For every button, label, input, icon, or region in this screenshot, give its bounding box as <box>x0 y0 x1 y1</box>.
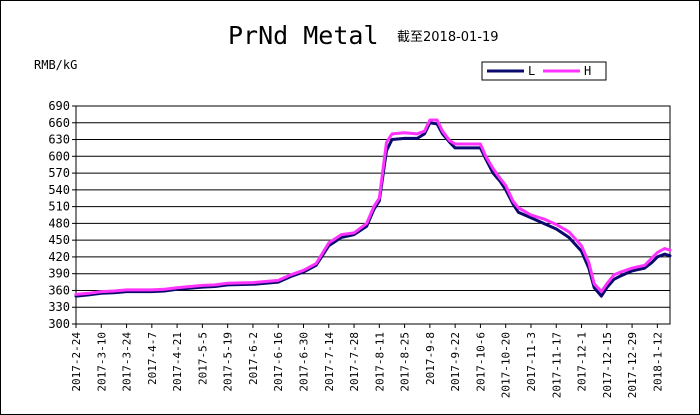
x-tick-label: 2017-6-2 <box>247 332 260 385</box>
chart-subtitle: 截至2018-01-19 <box>397 30 499 45</box>
x-tick-label: 2017-6-16 <box>272 332 285 392</box>
x-tick-label: 2017-9-8 <box>424 332 437 385</box>
y-tick-label: 480 <box>48 216 70 230</box>
y-tick-label: 390 <box>48 267 70 281</box>
x-tick-label: 2017-7-14 <box>323 332 336 392</box>
x-tick-label: 2017-3-10 <box>95 332 108 392</box>
y-axis-unit-label: RMB/kG <box>34 58 78 72</box>
x-tick-label: 2017-11-17 <box>550 332 563 398</box>
x-tick-label: 2018-1-12 <box>651 332 664 392</box>
y-tick-label: 450 <box>48 233 70 247</box>
x-tick-label: 2017-12-1 <box>576 332 589 392</box>
x-tick-label: 2017-8-11 <box>373 332 386 392</box>
chart-title: PrNd Metal <box>228 21 379 50</box>
y-tick-label: 510 <box>48 200 70 214</box>
x-tick-label: 2017-2-24 <box>70 332 83 392</box>
y-tick-label: 330 <box>48 300 70 314</box>
series-lines <box>74 118 672 298</box>
x-tick-label: 2017-10-20 <box>500 332 513 398</box>
y-tick-label: 570 <box>48 166 70 180</box>
x-tick-label: 2017-12-15 <box>601 332 614 398</box>
y-tick-label: 360 <box>48 283 70 297</box>
y-tick-label: 420 <box>48 250 70 264</box>
grid-lines <box>76 122 670 308</box>
plot-area-border <box>75 105 671 325</box>
y-tick-label: 660 <box>48 116 70 130</box>
x-tick-label: 2017-10-6 <box>474 332 487 392</box>
x-tick-label: 2017-5-19 <box>222 332 235 392</box>
x-tick-label: 2017-4-7 <box>146 332 159 385</box>
x-tick-label: 2017-6-30 <box>297 332 310 392</box>
y-axis-ticks: 300 330 360 390 420 450 480 510 540 570 600 630 660 6… <box>48 99 76 331</box>
x-tick-label: 2017-3-24 <box>121 332 134 392</box>
y-tick-label: 600 <box>48 149 70 163</box>
x-tick-label: 2017-5-5 <box>196 332 209 385</box>
legend-label-h: H <box>584 64 591 78</box>
y-tick-label: 300 <box>48 317 70 331</box>
x-tick-label: 2017-9-22 <box>449 332 462 392</box>
x-tick-label: 2017-4-21 <box>171 332 184 392</box>
x-tick-label: 2017-12-29 <box>626 332 639 398</box>
legend: L H <box>481 61 607 81</box>
legend-label-l: L <box>528 64 535 78</box>
series-line-h <box>74 118 672 296</box>
series-line-l <box>74 121 672 298</box>
y-tick-label: 690 <box>48 99 70 113</box>
x-tick-label: 2017-11-3 <box>525 332 538 392</box>
y-tick-label: 540 <box>48 183 70 197</box>
x-tick-label: 2017-7-28 <box>348 332 361 392</box>
y-tick-label: 630 <box>48 133 70 147</box>
x-tick-label: 2017-8-25 <box>399 332 412 392</box>
x-axis-ticks: 2017-2-24 2017-3-10 2017-3-24 2017-4-7 2017-… <box>70 324 664 398</box>
